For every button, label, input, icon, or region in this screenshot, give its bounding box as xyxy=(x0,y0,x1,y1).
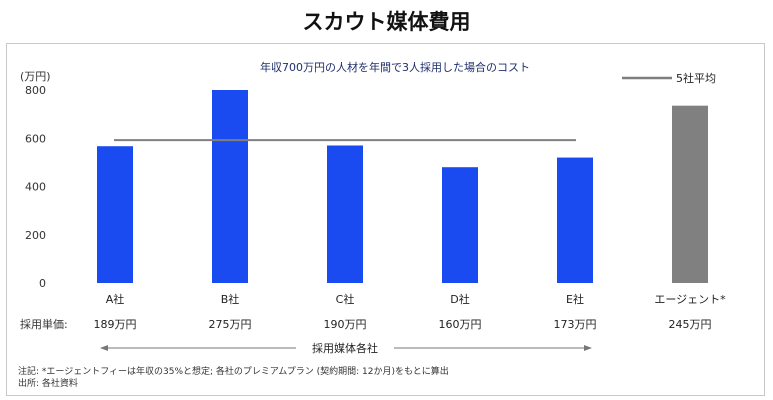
bar-4 xyxy=(442,167,478,283)
y-axis-label: (万円) xyxy=(20,70,51,83)
bar-1 xyxy=(97,146,133,283)
unit-price-value: 160万円 xyxy=(439,318,482,331)
unit-price-value: 190万円 xyxy=(324,318,367,331)
x-tick-label: E社 xyxy=(566,292,584,306)
unit-price-value: 189万円 xyxy=(94,318,137,331)
bar-3 xyxy=(327,145,363,283)
legend-label-average: 5社平均 xyxy=(676,71,716,85)
bar-5 xyxy=(557,157,593,283)
footnote-note: 注記: *エージェントフィーは年収の35%と想定; 各社のプレミアムプラン (契… xyxy=(18,367,449,377)
y-tick-label: 400 xyxy=(25,181,46,194)
group-arrow-right-head xyxy=(584,345,592,351)
x-tick-label: D社 xyxy=(450,292,469,306)
footnote-source: 出所: 各社資料 xyxy=(18,379,78,389)
chart-subtitle: 年収700万円の人材を年間で3人採用した場合のコスト xyxy=(260,60,530,74)
unit-price-value: 173万円 xyxy=(554,318,597,331)
group-label: 採用媒体各社 xyxy=(312,341,378,355)
chart-frame xyxy=(6,43,765,396)
unit-price-label: 採用単価: xyxy=(20,317,68,331)
unit-price-value: 275万円 xyxy=(209,318,252,331)
unit-price-value: 245万円 xyxy=(669,318,712,331)
page-title: スカウト媒体費用 xyxy=(302,10,471,34)
x-tick-label: A社 xyxy=(106,292,125,306)
y-tick-label: 200 xyxy=(25,229,46,242)
x-tick-label: エージェント* xyxy=(654,293,726,306)
group-arrow-left-head xyxy=(100,345,108,351)
y-tick-label: 600 xyxy=(25,132,46,145)
bar-2 xyxy=(212,90,248,283)
x-tick-label: C社 xyxy=(336,292,355,306)
y-tick-label: 0 xyxy=(39,277,46,290)
x-tick-label: B社 xyxy=(221,292,240,306)
bar-6 xyxy=(672,105,708,284)
y-tick-label: 800 xyxy=(25,84,46,97)
